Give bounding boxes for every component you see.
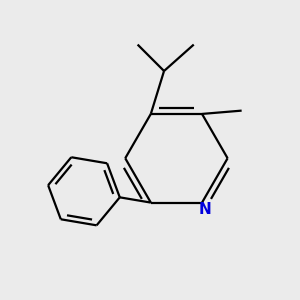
Text: N: N bbox=[198, 202, 211, 217]
